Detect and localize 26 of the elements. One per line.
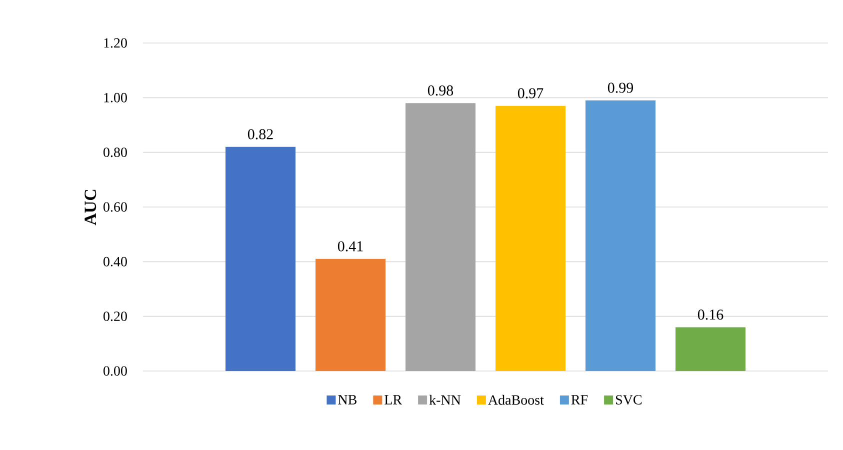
data-label: 0.16 — [698, 310, 724, 320]
bar — [496, 106, 566, 371]
data-label: 0.82 — [248, 129, 273, 140]
data-label: 0.98 — [428, 85, 454, 96]
data-label: 0.99 — [608, 82, 634, 93]
data-label: 0.97 — [518, 88, 544, 98]
y-tick-label: 0.60 — [104, 202, 127, 212]
y-tick-label: 1.20 — [104, 38, 127, 48]
y-tick-label: 1.00 — [104, 92, 127, 102]
y-tick-label: 0.80 — [104, 148, 127, 158]
legend-label: LR — [384, 395, 402, 404]
bar — [226, 146, 296, 371]
y-axis-title: AUC — [84, 190, 96, 226]
legend-label: k-NN — [429, 394, 461, 405]
y-tick-label: 0.00 — [104, 366, 127, 376]
y-tick-label: 0.40 — [104, 256, 127, 266]
bar — [676, 327, 746, 371]
data-label: 0.41 — [338, 241, 363, 252]
bar — [586, 100, 656, 371]
legend-label: AdaBoost — [488, 394, 544, 405]
bar — [316, 258, 386, 371]
legend-label: SVC — [616, 395, 642, 405]
bar — [406, 103, 476, 371]
legend-label: NB — [338, 395, 356, 404]
legend-label: RF — [571, 395, 588, 404]
y-tick-label: 0.20 — [104, 312, 127, 322]
